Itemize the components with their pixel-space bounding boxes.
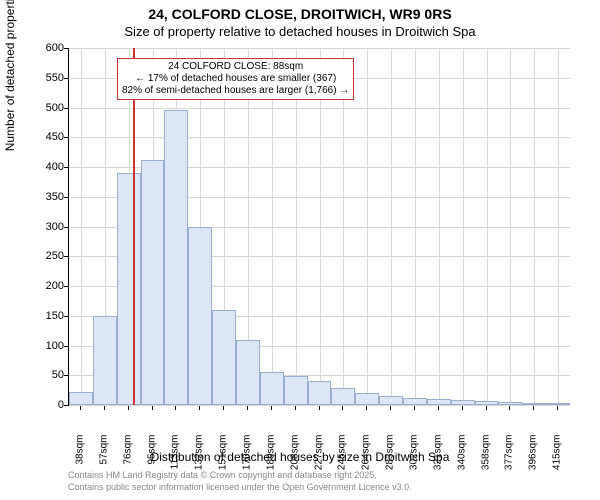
gridline-horizontal: [69, 405, 570, 406]
histogram-bar: [355, 393, 379, 405]
histogram-bar: [498, 402, 522, 405]
ytick-label: 250: [14, 250, 64, 262]
histogram-bar: [69, 392, 93, 405]
chart-title-main: 24, COLFORD CLOSE, DROITWICH, WR9 0RS: [0, 6, 600, 22]
footer-line-1: Contains HM Land Registry data © Crown c…: [68, 470, 377, 480]
ytick-mark: [64, 78, 68, 79]
ytick-mark: [64, 316, 68, 317]
ytick-label: 600: [14, 42, 64, 54]
ytick-mark: [64, 256, 68, 257]
xtick-mark: [557, 406, 558, 410]
xtick-mark: [342, 406, 343, 410]
ytick-mark: [64, 346, 68, 347]
gridline-vertical: [463, 48, 464, 405]
xtick-mark: [80, 406, 81, 410]
xtick-mark: [223, 406, 224, 410]
annotation-line-3: 82% of semi-detached houses are larger (…: [122, 85, 349, 97]
annotation-line-2: ← 17% of detached houses are smaller (36…: [122, 73, 349, 85]
annotation-line-1: 24 COLFORD CLOSE: 88sqm: [122, 61, 349, 73]
gridline-vertical: [510, 48, 511, 405]
annotation-box: 24 COLFORD CLOSE: 88sqm← 17% of detached…: [117, 58, 354, 100]
histogram-bar: [260, 372, 284, 405]
gridline-vertical: [558, 48, 559, 405]
histogram-bar: [212, 310, 236, 405]
ytick-label: 50: [14, 369, 64, 381]
gridline-vertical: [296, 48, 297, 405]
histogram-bar: [164, 110, 188, 405]
histogram-bar: [331, 388, 355, 405]
ytick-mark: [64, 375, 68, 376]
xtick-mark: [366, 406, 367, 410]
xtick-mark: [390, 406, 391, 410]
histogram-bar: [236, 340, 260, 405]
ytick-mark: [64, 405, 68, 406]
ytick-label: 500: [14, 102, 64, 114]
xtick-mark: [414, 406, 415, 410]
gridline-vertical: [343, 48, 344, 405]
ytick-label: 200: [14, 280, 64, 292]
ytick-mark: [64, 197, 68, 198]
histogram-bar: [522, 403, 546, 405]
histogram-bar: [475, 401, 499, 405]
xtick-mark: [271, 406, 272, 410]
xtick-mark: [152, 406, 153, 410]
xtick-mark: [486, 406, 487, 410]
xtick-mark: [247, 406, 248, 410]
ytick-label: 350: [14, 191, 64, 203]
ytick-mark: [64, 48, 68, 49]
x-axis-label: Distribution of detached houses by size …: [0, 450, 600, 464]
ytick-label: 400: [14, 161, 64, 173]
xtick-mark: [509, 406, 510, 410]
gridline-vertical: [320, 48, 321, 405]
histogram-bar: [188, 227, 212, 406]
ytick-mark: [64, 137, 68, 138]
gridline-vertical: [534, 48, 535, 405]
gridline-vertical: [272, 48, 273, 405]
histogram-bar: [308, 381, 332, 405]
gridline-vertical: [439, 48, 440, 405]
ytick-label: 450: [14, 131, 64, 143]
chart-title-sub: Size of property relative to detached ho…: [0, 24, 600, 39]
ytick-mark: [64, 227, 68, 228]
xtick-mark: [462, 406, 463, 410]
chart-container: 24, COLFORD CLOSE, DROITWICH, WR9 0RS Si…: [0, 0, 600, 500]
xtick-mark: [319, 406, 320, 410]
reference-line: [133, 48, 135, 405]
ytick-mark: [64, 167, 68, 168]
histogram-bar: [403, 398, 427, 405]
histogram-bar: [93, 316, 117, 405]
plot-area: 24 COLFORD CLOSE: 88sqm← 17% of detached…: [68, 48, 570, 406]
histogram-bar: [117, 173, 141, 405]
histogram-bar: [379, 396, 403, 405]
ytick-mark: [64, 108, 68, 109]
xtick-mark: [438, 406, 439, 410]
gridline-vertical: [81, 48, 82, 405]
footer-line-2: Contains public sector information licen…: [68, 482, 412, 492]
ytick-label: 150: [14, 310, 64, 322]
histogram-bar: [451, 400, 475, 405]
ytick-mark: [64, 286, 68, 287]
ytick-label: 100: [14, 340, 64, 352]
gridline-vertical: [487, 48, 488, 405]
histogram-bar: [284, 376, 308, 405]
histogram-bar: [141, 160, 165, 405]
ytick-label: 0: [14, 399, 64, 411]
gridline-vertical: [391, 48, 392, 405]
gridline-vertical: [415, 48, 416, 405]
histogram-bar: [546, 403, 570, 405]
ytick-label: 300: [14, 221, 64, 233]
xtick-mark: [533, 406, 534, 410]
histogram-bar: [427, 399, 451, 405]
xtick-mark: [128, 406, 129, 410]
xtick-mark: [104, 406, 105, 410]
xtick-mark: [175, 406, 176, 410]
xtick-mark: [295, 406, 296, 410]
gridline-vertical: [367, 48, 368, 405]
ytick-label: 550: [14, 72, 64, 84]
xtick-mark: [199, 406, 200, 410]
